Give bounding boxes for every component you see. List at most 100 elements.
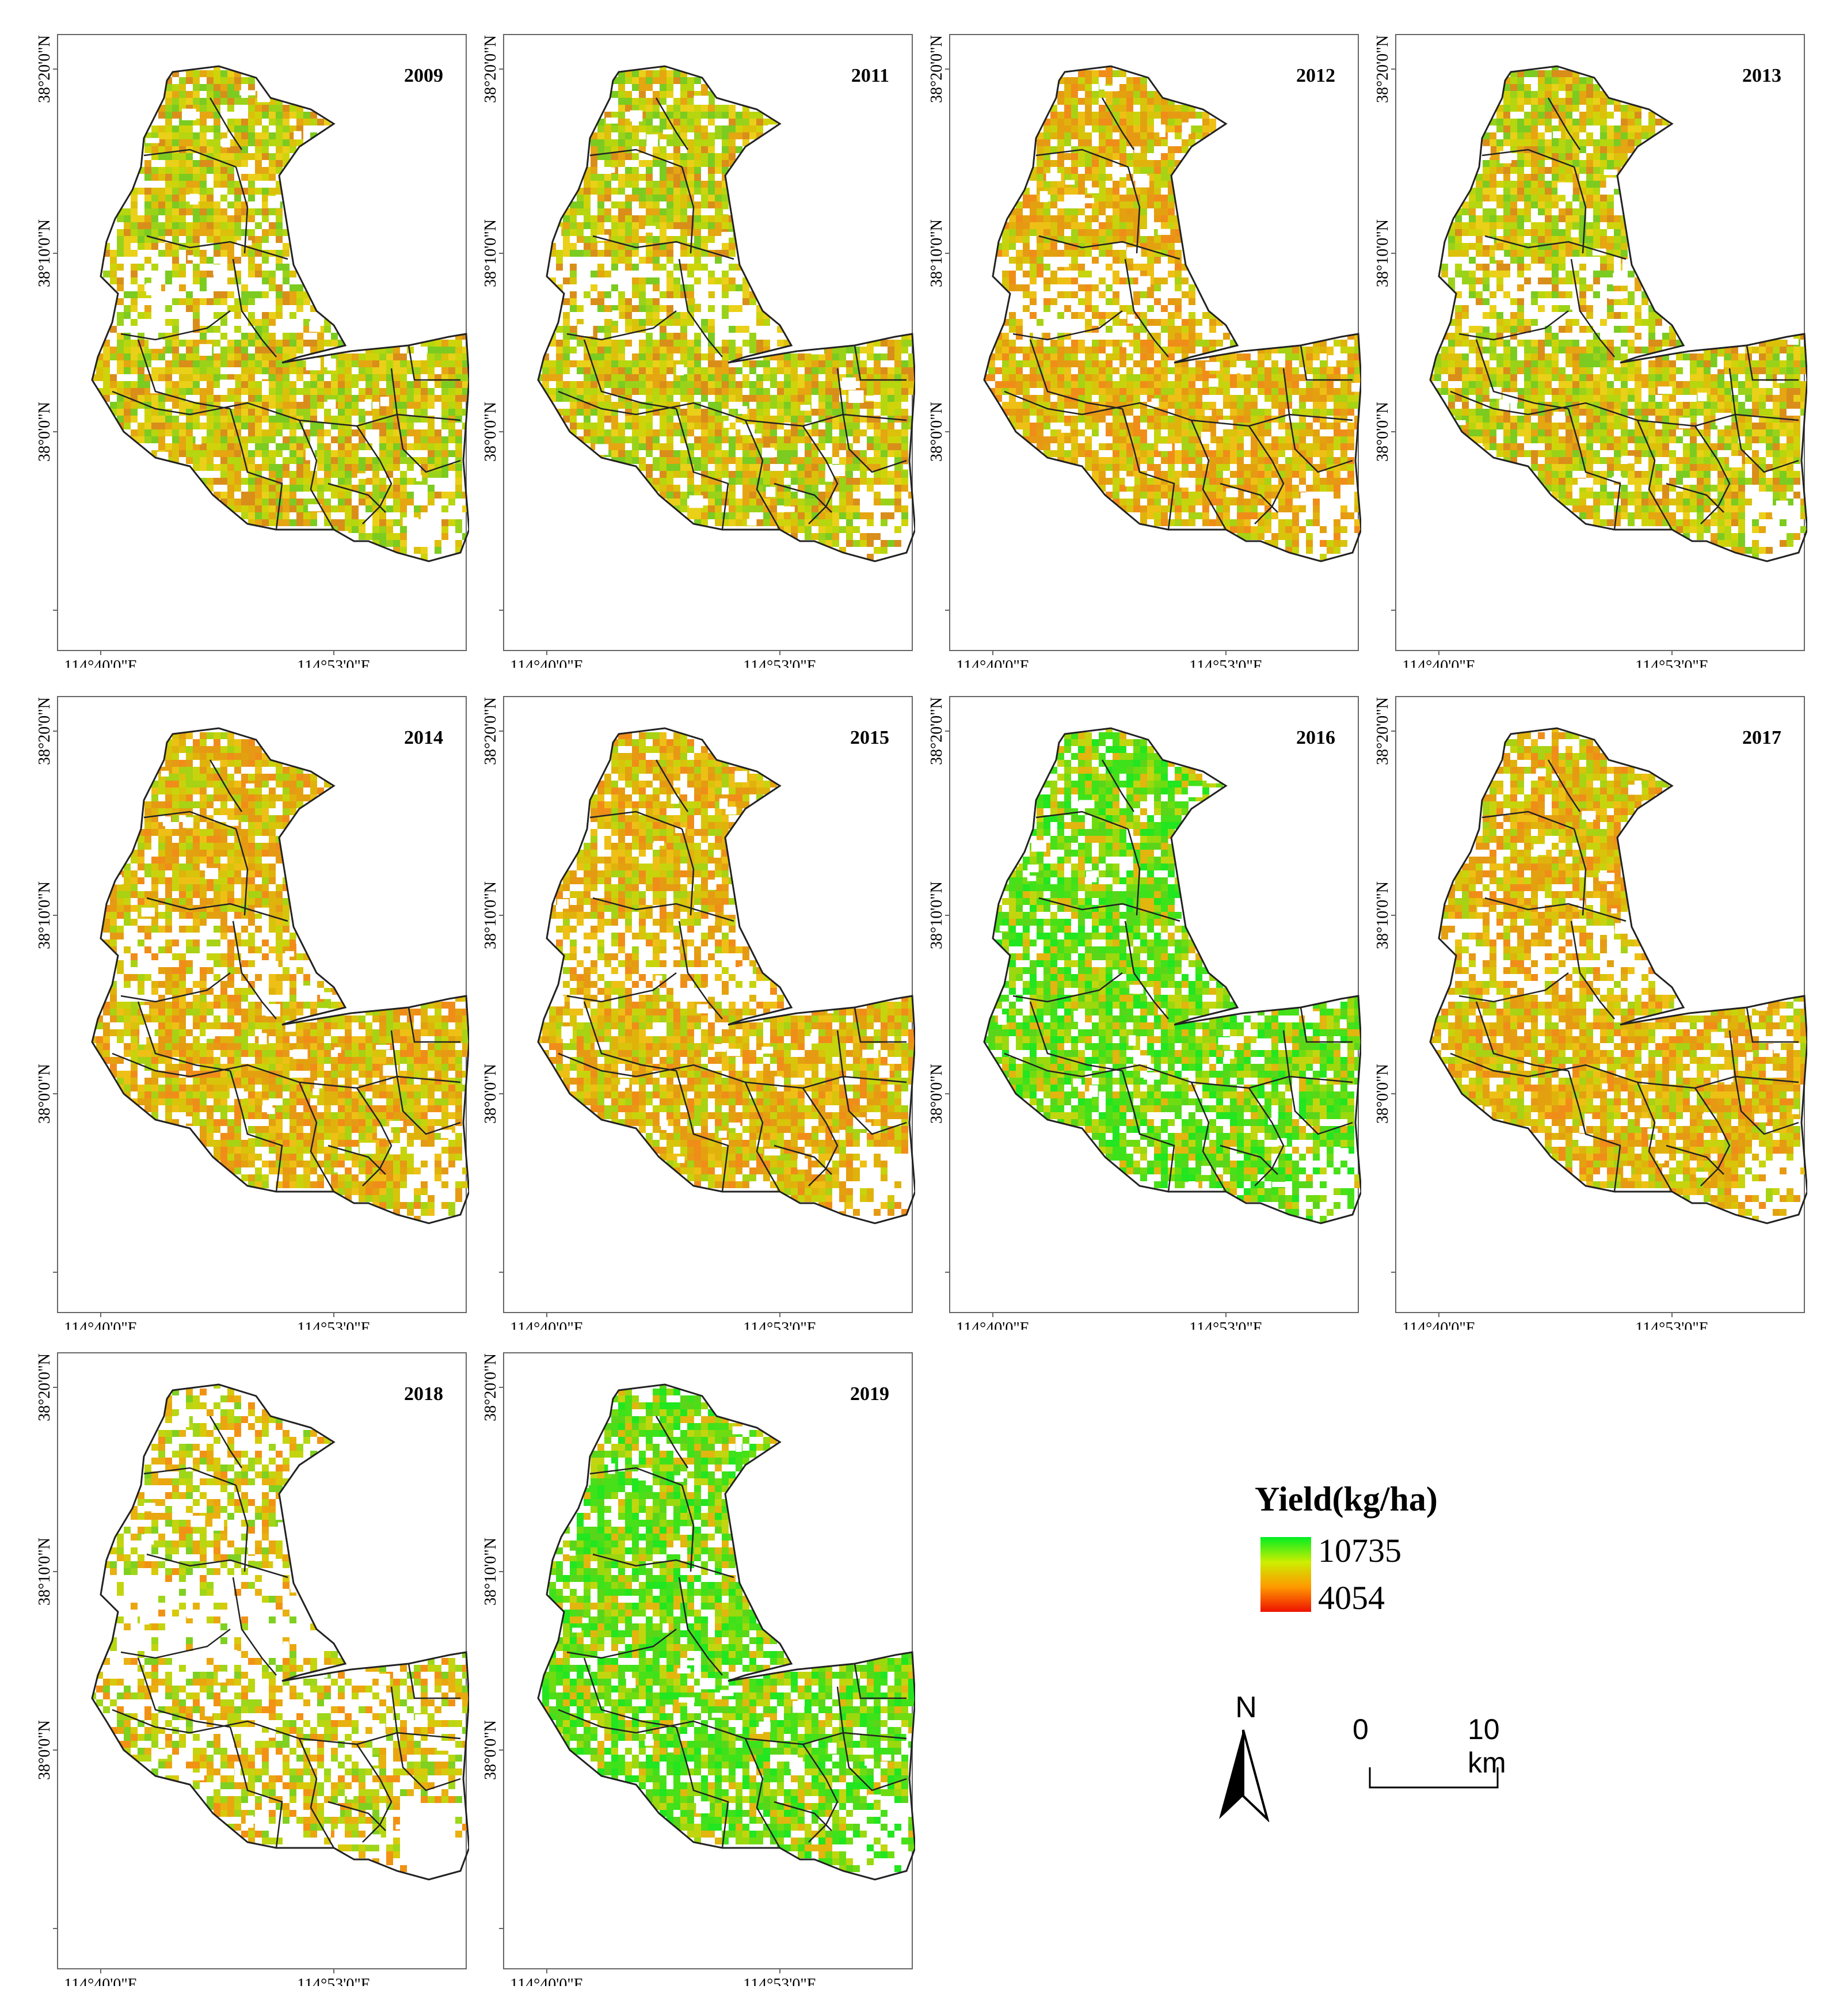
district-boundary: [112, 390, 191, 416]
district-boundary: [836, 1030, 844, 1077]
longitude-label: 114°40'0"E: [64, 657, 138, 668]
district-boundary: [802, 1087, 839, 1186]
district-boundary: [1220, 1144, 1278, 1175]
district-boundary: [1484, 235, 1627, 260]
district-boundary: [635, 1720, 907, 1745]
district-boundary: [235, 166, 249, 254]
district-boundary: [235, 828, 249, 916]
district-boundary: [112, 1052, 191, 1078]
district-boundary: [678, 258, 723, 357]
latitude-label: 38°10'0"N: [36, 219, 54, 287]
district-boundary: [1081, 402, 1353, 427]
district-boundary: [1300, 1007, 1353, 1043]
district-boundary: [143, 811, 237, 830]
district-boundary: [1666, 1144, 1724, 1175]
longitude-label: 114°53'0"E: [743, 657, 817, 668]
yield-raster: [1430, 66, 1807, 561]
legend-title: Yield(kg/ha): [1255, 1480, 1438, 1518]
district-boundary: [774, 482, 832, 513]
district-boundary: [356, 425, 393, 524]
district-boundary: [1728, 368, 1736, 415]
district-boundary: [1547, 759, 1581, 812]
district-boundary: [566, 310, 677, 341]
district-boundary: [854, 1007, 907, 1043]
north-arrow-label: N: [1235, 1691, 1257, 1724]
year-label: 2019: [850, 1383, 889, 1405]
longitude-label: 114°53'0"E: [297, 657, 371, 668]
latitude-label: 38°10'0"N: [482, 881, 500, 949]
district-boundary: [1282, 1030, 1290, 1077]
district-boundary: [583, 1657, 677, 1728]
district-boundary: [112, 1709, 191, 1734]
district-boundary: [189, 1720, 461, 1745]
latitude-label: 38°0'0"N: [36, 1064, 54, 1124]
district-boundary: [802, 425, 839, 524]
district-boundary: [1127, 828, 1141, 916]
region-boundary: [537, 1383, 915, 1881]
district-boundary: [566, 1629, 677, 1659]
district-boundary: [1012, 310, 1123, 341]
district-boundary: [681, 166, 695, 254]
district-boundary: [558, 1052, 637, 1078]
district-boundary: [1288, 1076, 1353, 1135]
yield-legend: Yield(kg/ha) 10735 4054: [1255, 1479, 1542, 1641]
district-boundary: [655, 1416, 689, 1469]
map-panel-2011: 2011 38°20'0"N 38°10'0"N 38°0'0"N 114°40'0"E…: [475, 17, 915, 668]
district-boundary: [229, 408, 283, 530]
district-boundary: [836, 368, 844, 415]
latitude-label: 38°20'0"N: [36, 35, 54, 103]
region-boundary: [91, 65, 469, 562]
district-boundary: [589, 811, 683, 830]
district-boundary: [298, 420, 335, 530]
district-boundary: [143, 149, 237, 168]
district-boundary: [1458, 310, 1569, 341]
district-boundary: [1694, 1087, 1731, 1186]
district-boundary: [356, 1744, 393, 1843]
district-boundary: [146, 235, 288, 260]
region-boundary: [91, 727, 469, 1224]
district-boundary: [298, 1738, 335, 1848]
longitude-label: 114°40'0"E: [956, 1319, 1030, 1330]
yield-raster: [538, 732, 915, 1216]
district-boundary: [189, 1064, 461, 1089]
latitude-label: 38°10'0"N: [36, 881, 54, 949]
longitude-label: 114°53'0"E: [1189, 657, 1263, 668]
latitude-label: 38°20'0"N: [1374, 35, 1392, 103]
district-boundary: [681, 1485, 695, 1572]
district-boundary: [327, 482, 386, 513]
latitude-label: 38°0'0"N: [482, 402, 500, 462]
district-boundary: [235, 1485, 249, 1572]
legend-min-value: 4054: [1318, 1579, 1385, 1616]
district-boundary: [1121, 1070, 1175, 1192]
district-boundary: [1728, 1030, 1736, 1077]
district-boundary: [229, 1070, 283, 1192]
latitude-label: 38°10'0"N: [928, 219, 946, 287]
latitude-label: 38°20'0"N: [36, 697, 54, 765]
district-boundary: [1124, 258, 1169, 357]
district-boundary: [635, 402, 907, 427]
district-boundary: [1220, 482, 1278, 513]
district-boundary: [1547, 97, 1581, 150]
scale-bar: 0 10 km: [1353, 1713, 1537, 1805]
district-boundary: [396, 1732, 461, 1791]
longitude-label: 114°40'0"E: [510, 657, 584, 668]
district-boundary: [1746, 345, 1799, 381]
district-boundary: [1038, 897, 1180, 922]
latitude-label: 38°10'0"N: [1374, 219, 1392, 287]
district-boundary: [209, 759, 243, 812]
region-boundary: [1429, 727, 1807, 1224]
latitude-label: 38°20'0"N: [1374, 697, 1392, 765]
district-boundary: [589, 149, 683, 168]
district-boundary: [1035, 149, 1129, 168]
scale-bar-start: 0: [1353, 1713, 1369, 1745]
latitude-label: 38°0'0"N: [482, 1720, 500, 1780]
longitude-label: 114°53'0"E: [297, 1976, 371, 1986]
region-boundary: [983, 65, 1361, 562]
district-boundary: [655, 97, 689, 150]
district-boundary: [1101, 759, 1135, 812]
district-boundary: [675, 1070, 729, 1192]
district-boundary: [232, 1577, 277, 1676]
longitude-label: 114°40'0"E: [1402, 1319, 1476, 1330]
district-boundary: [1458, 972, 1569, 1003]
district-boundary: [558, 390, 637, 416]
